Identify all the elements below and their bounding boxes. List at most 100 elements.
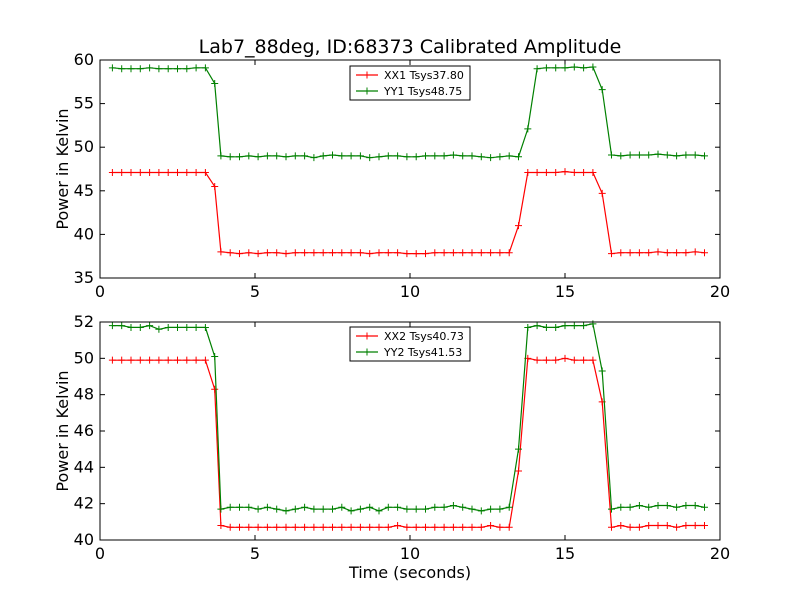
data-point <box>654 501 662 509</box>
legend-entry-label: YY1 Tsys48.75 <box>383 85 462 98</box>
data-point <box>319 152 327 160</box>
legend: XX1 Tsys37.80 YY1 Tsys48.75 <box>349 65 471 101</box>
data-point <box>201 323 209 331</box>
data-point <box>366 503 374 511</box>
data-point <box>580 356 588 364</box>
data-point <box>682 501 690 509</box>
data-point <box>589 356 597 364</box>
data-point <box>524 168 532 176</box>
data-point <box>403 505 411 513</box>
data-point <box>701 521 708 529</box>
data-point <box>654 521 662 529</box>
data-point <box>183 323 191 331</box>
x-tick-label: 15 <box>555 544 575 563</box>
data-point <box>422 505 429 513</box>
data-point <box>329 151 336 159</box>
data-point <box>422 250 429 258</box>
data-point <box>366 250 374 258</box>
y-tick-label: 60 <box>74 50 94 69</box>
legend-swatch-marker <box>363 348 371 356</box>
data-point <box>347 249 355 257</box>
data-point <box>394 503 402 511</box>
y-tick-label: 44 <box>74 457 94 476</box>
data-point <box>366 523 374 531</box>
data-point <box>263 249 271 257</box>
data-point <box>217 505 225 513</box>
data-point <box>347 523 355 531</box>
data-point <box>487 154 495 162</box>
data-point <box>431 249 439 257</box>
data-point <box>626 523 634 531</box>
data-point <box>691 501 699 509</box>
data-point <box>155 325 163 333</box>
subplot-2: 0 5 10 15 20 40 42 44 46 48 50 52 Power in Kelvin XX2… <box>53 312 730 563</box>
data-point <box>608 523 615 531</box>
data-point <box>301 249 309 257</box>
data-point <box>226 523 234 531</box>
data-point <box>477 153 485 161</box>
data-point <box>561 354 569 362</box>
data-point <box>192 323 200 331</box>
data-point <box>155 356 163 364</box>
data-point <box>301 503 309 511</box>
data-point <box>673 523 681 531</box>
data-point <box>645 151 653 159</box>
data-point <box>701 503 708 511</box>
legend-swatch-marker <box>363 87 371 95</box>
data-point <box>505 503 513 511</box>
data-point <box>136 356 144 364</box>
data-point <box>701 152 708 160</box>
data-point <box>236 503 243 511</box>
data-point <box>608 151 615 159</box>
data-point <box>440 152 448 160</box>
data-point <box>570 322 578 330</box>
data-point <box>164 65 172 73</box>
data-point <box>663 521 671 529</box>
data-point <box>319 523 327 531</box>
data-point <box>174 65 181 73</box>
data-point <box>598 86 606 94</box>
data-point <box>673 152 681 160</box>
data-point <box>682 249 690 257</box>
data-point <box>356 152 364 160</box>
data-point <box>561 64 569 72</box>
data-point <box>645 503 653 511</box>
data-point <box>542 168 550 176</box>
data-point <box>440 523 448 531</box>
data-point <box>654 248 662 256</box>
data-point <box>211 80 219 88</box>
data-point <box>505 152 513 160</box>
data-point <box>459 523 467 531</box>
data-point <box>459 249 467 257</box>
data-point <box>217 152 225 160</box>
data-point <box>487 249 495 257</box>
data-point <box>552 168 560 176</box>
data-point <box>146 322 154 330</box>
data-point <box>201 64 209 72</box>
y-tick-label: 48 <box>74 385 94 404</box>
data-point <box>524 323 532 331</box>
data-point <box>412 250 420 258</box>
data-point <box>663 249 671 257</box>
data-point <box>273 249 281 257</box>
data-point <box>127 65 135 73</box>
data-point <box>226 249 234 257</box>
data-point <box>570 356 578 364</box>
data-point <box>635 501 643 509</box>
data-point <box>375 523 383 531</box>
data-point <box>598 367 606 375</box>
y-tick-label: 35 <box>74 268 94 287</box>
data-point <box>645 249 653 257</box>
y-tick-label: 45 <box>74 181 94 200</box>
data-point <box>589 63 597 71</box>
data-point <box>477 249 485 257</box>
data-point <box>164 356 172 364</box>
data-point <box>338 523 346 531</box>
data-point <box>366 154 374 162</box>
data-point <box>356 523 364 531</box>
data-point <box>440 503 448 511</box>
data-point <box>338 249 346 257</box>
y-tick-label: 50 <box>74 348 94 367</box>
y-axis-label: Power in Kelvin <box>53 108 72 229</box>
data-point <box>217 248 225 256</box>
